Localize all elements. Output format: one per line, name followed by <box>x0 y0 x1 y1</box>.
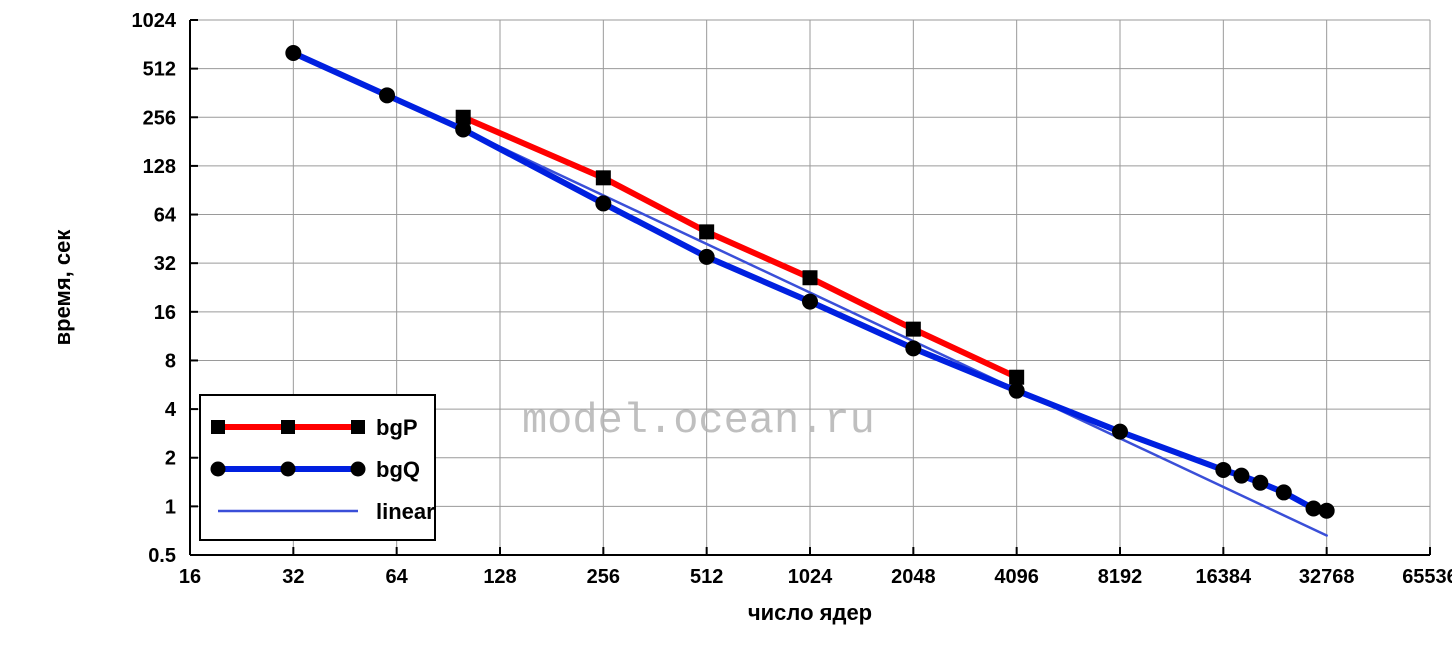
x-tick-label: 2048 <box>891 566 936 588</box>
marker-bgP <box>906 322 920 336</box>
x-axis-label: число ядер <box>748 600 872 625</box>
marker-bgQ <box>1234 468 1249 483</box>
y-tick-label: 16 <box>154 302 176 324</box>
marker-bgP <box>1010 370 1024 384</box>
marker-bgQ <box>1253 475 1268 490</box>
x-tick-label: 16 <box>179 566 201 588</box>
x-tick-label: 64 <box>386 566 409 588</box>
legend-marker-bgQ <box>211 462 226 477</box>
x-tick-label: 32 <box>282 566 304 588</box>
x-tick-label: 4096 <box>994 566 1039 588</box>
x-tick-label: 256 <box>587 566 620 588</box>
y-tick-label: 0.5 <box>148 545 176 567</box>
y-tick-label: 2 <box>165 448 176 470</box>
marker-bgQ <box>380 88 395 103</box>
marker-bgQ <box>1319 503 1334 518</box>
marker-bgQ <box>803 294 818 309</box>
marker-bgQ <box>596 196 611 211</box>
marker-bgQ <box>906 341 921 356</box>
x-tick-label: 1024 <box>788 566 833 588</box>
watermark: model.ocean.ru <box>522 397 875 445</box>
y-tick-label: 32 <box>154 253 176 275</box>
x-tick-label: 32768 <box>1299 566 1355 588</box>
legend-label-linear: linear <box>376 499 435 524</box>
marker-bgP <box>803 271 817 285</box>
y-tick-label: 128 <box>143 156 176 178</box>
x-tick-label: 65536 <box>1402 566 1452 588</box>
y-tick-label: 8 <box>165 350 176 372</box>
y-tick-label: 256 <box>143 107 176 129</box>
x-tick-label: 128 <box>483 566 516 588</box>
x-tick-label: 8192 <box>1098 566 1143 588</box>
x-tick-label: 16384 <box>1196 566 1252 588</box>
marker-bgQ <box>456 122 471 137</box>
marker-bgQ <box>286 45 301 60</box>
legend-marker-bgP <box>211 420 225 434</box>
marker-bgQ <box>1276 485 1291 500</box>
scaling-chart: model.ocean.ru16326412825651210242048409… <box>0 0 1452 648</box>
legend-label-bgP: bgP <box>376 415 418 440</box>
marker-bgQ <box>1306 501 1321 516</box>
y-tick-label: 64 <box>154 205 177 227</box>
y-tick-label: 512 <box>143 59 176 81</box>
chart-container: { "chart": { "type": "line", "width": 14… <box>0 0 1452 648</box>
legend-label-bgQ: bgQ <box>376 457 420 482</box>
marker-bgP <box>596 171 610 185</box>
legend-marker-bgQ <box>351 462 366 477</box>
y-tick-label: 1 <box>165 496 176 518</box>
marker-bgQ <box>1216 462 1231 477</box>
legend-marker-bgP <box>351 420 365 434</box>
legend-marker-bgQ <box>281 462 296 477</box>
x-tick-label: 512 <box>690 566 723 588</box>
marker-bgQ <box>1113 424 1128 439</box>
marker-bgP <box>700 225 714 239</box>
marker-bgQ <box>699 249 714 264</box>
y-tick-label: 1024 <box>132 10 177 32</box>
marker-bgQ <box>1009 383 1024 398</box>
legend-marker-bgP <box>281 420 295 434</box>
y-axis-label: время, сек <box>50 229 75 346</box>
y-tick-label: 4 <box>165 399 177 421</box>
